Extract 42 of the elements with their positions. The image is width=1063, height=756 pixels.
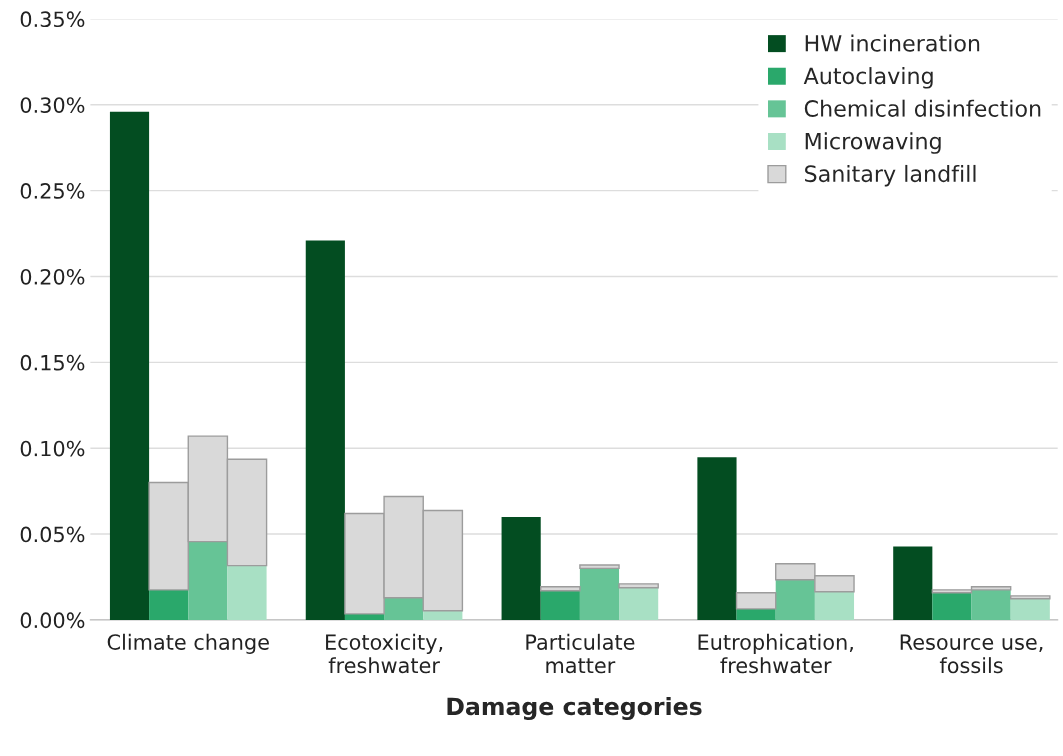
y-tick-label: 0.15% bbox=[20, 354, 85, 371]
bar bbox=[1009, 595, 1051, 600]
bar bbox=[384, 597, 424, 620]
bar bbox=[579, 564, 620, 570]
bar bbox=[305, 240, 345, 620]
bar bbox=[893, 546, 933, 620]
bar bbox=[579, 568, 620, 620]
bar bbox=[971, 589, 1011, 620]
bar bbox=[735, 592, 777, 610]
y-tick-label: 0.25% bbox=[20, 183, 85, 199]
text: Climate change bbox=[107, 633, 269, 654]
bar bbox=[149, 589, 189, 620]
x-axis-title: Damage categories bbox=[447, 697, 702, 721]
bar bbox=[109, 111, 150, 620]
y-tick-label: 0.20% bbox=[20, 268, 85, 285]
text: Particulate matter bbox=[526, 633, 635, 674]
bar bbox=[932, 592, 972, 620]
bar bbox=[540, 590, 580, 620]
legend-label: Autoclaving bbox=[803, 67, 933, 89]
legend-label: Microwaving bbox=[805, 132, 941, 154]
text: Eutrophication, freshwater bbox=[698, 633, 853, 674]
y-tick-label: 0.00% bbox=[20, 612, 85, 629]
bar bbox=[814, 591, 855, 620]
y-tick-label: 0.30% bbox=[20, 97, 85, 113]
text: Resource use, fossils bbox=[900, 634, 1043, 674]
bar bbox=[1010, 598, 1050, 620]
y-tick-label: 0.10% bbox=[20, 440, 85, 457]
bar bbox=[540, 586, 581, 592]
bar bbox=[775, 579, 815, 620]
legend-label: HW incineration bbox=[805, 34, 980, 52]
bar bbox=[227, 565, 267, 620]
bar bbox=[188, 541, 228, 620]
text: Ecotoxicity, freshwater bbox=[326, 633, 443, 674]
legend-label: Sanitary landfill bbox=[805, 164, 976, 187]
y-tick-label: 0.35% bbox=[20, 11, 85, 28]
y-tick-label: 0.05% bbox=[20, 526, 85, 543]
bar bbox=[697, 457, 737, 620]
bar bbox=[619, 587, 659, 620]
bar bbox=[618, 583, 659, 589]
legend-label: Chemical disinfection bbox=[804, 99, 1041, 117]
bar bbox=[501, 516, 541, 620]
bar bbox=[736, 608, 776, 620]
